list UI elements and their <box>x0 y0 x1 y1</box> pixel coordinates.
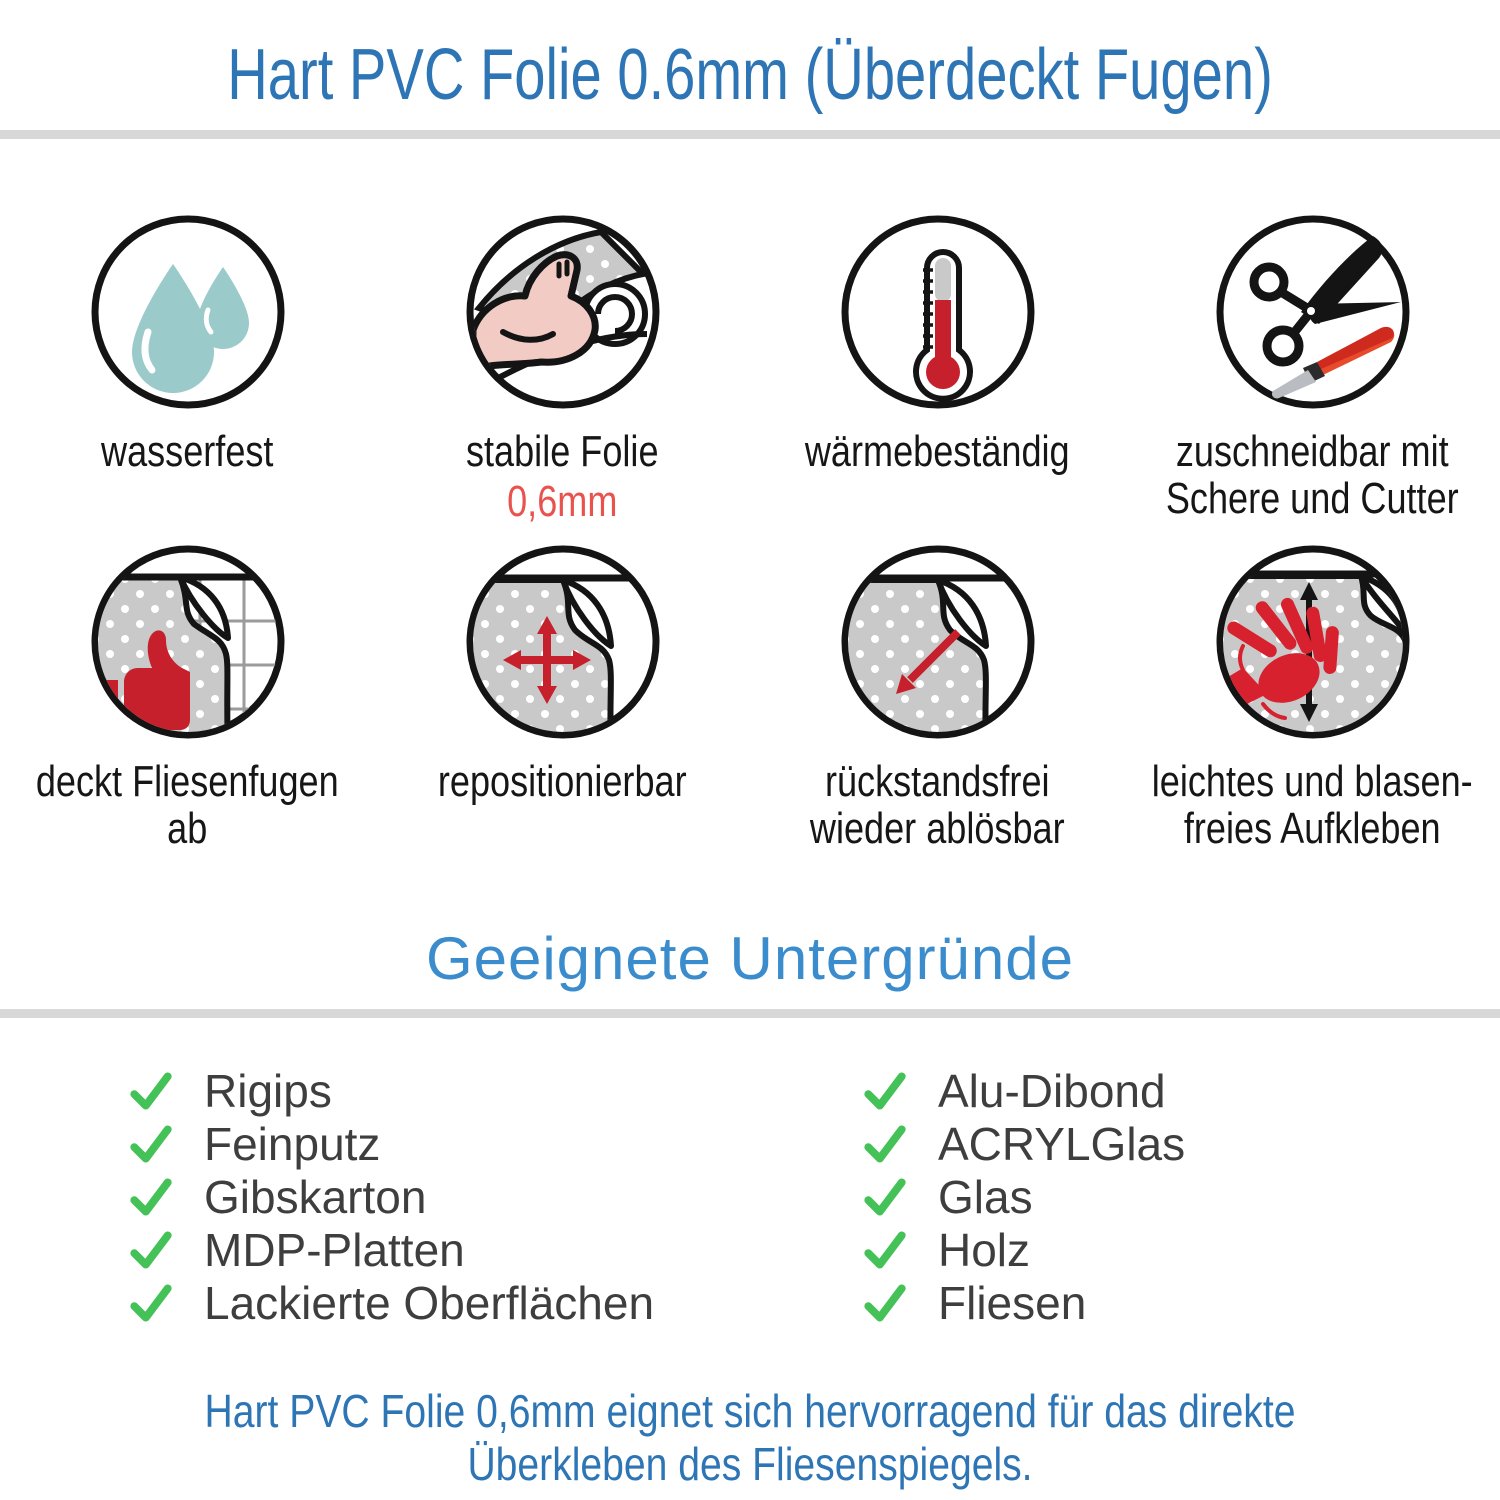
peel-off-arrow-icon <box>838 542 1038 742</box>
feature-label: stabile Folie <box>466 427 659 476</box>
feature-blasenfrei-aufkleben: leichtes und blasen- freies Aufkleben <box>1125 542 1500 855</box>
feature-rueckstandsfrei: rückstandsfrei wieder ablösbar <box>750 542 1125 855</box>
surface-item: ACRYLGlas <box>862 1117 1185 1170</box>
surface-item: Rigips <box>128 1064 654 1117</box>
surface-label: MDP-Platten <box>204 1223 465 1276</box>
surface-item: Gibskarton <box>128 1170 654 1223</box>
surface-label: Rigips <box>204 1064 332 1117</box>
reposition-move-arrows-icon <box>463 542 663 742</box>
surface-label: Glas <box>938 1170 1033 1223</box>
surface-label: Fliesen <box>938 1276 1087 1329</box>
surface-label: ACRYLGlas <box>938 1117 1186 1170</box>
check-icon <box>130 1177 172 1216</box>
feature-zuschneidbar: zuschneidbar mit Schere und Cutter <box>1125 139 1500 542</box>
tile-joint-thumbs-up-icon <box>88 542 288 742</box>
feature-label-line2: freies Aufkleben <box>1184 804 1441 853</box>
check-icon <box>864 1230 906 1269</box>
feature-deckt-fliesenfugen: deckt Fliesenfugen ab <box>0 542 375 855</box>
thermometer-icon <box>838 212 1038 412</box>
surface-item: Feinputz <box>128 1117 654 1170</box>
page-title: Hart PVC Folie 0.6mm (Überdeckt Fugen) <box>0 36 1500 114</box>
surfaces-column-left: Rigips Feinputz Gibskarton MDP-Platten L… <box>128 1064 654 1329</box>
feature-repositionierbar: repositionierbar <box>375 542 750 855</box>
check-icon <box>130 1283 172 1322</box>
feature-label: wärmebeständig <box>805 427 1070 476</box>
feature-label: zuschneidbar mit <box>1176 427 1449 476</box>
divider-bar-top <box>0 130 1500 139</box>
feature-label: repositionierbar <box>438 757 687 806</box>
section-heading: Geeignete Untergründe <box>425 925 1075 992</box>
check-icon <box>864 1071 906 1110</box>
check-icon <box>864 1177 906 1216</box>
surface-item: Alu-Dibond <box>862 1064 1185 1117</box>
feature-wasserfest: wasserfest <box>0 139 375 542</box>
check-icon <box>864 1124 906 1163</box>
footer-line-2: Überkleben des Fliesenspiegels. <box>467 1438 1033 1490</box>
surface-label: Alu-Dibond <box>938 1064 1166 1117</box>
surface-label: Feinputz <box>204 1117 381 1170</box>
surface-item: Fliesen <box>862 1276 1185 1329</box>
feature-stabile-folie: stabile Folie 0,6mm <box>375 139 750 542</box>
surfaces-column-right: Alu-Dibond ACRYLGlas Glas Holz Fliesen <box>862 1064 1185 1329</box>
feature-waermebestaendig: wärmebeständig <box>750 139 1125 542</box>
footer-line-1: Hart PVC Folie 0,6mm eignet sich hervorr… <box>204 1385 1296 1437</box>
feature-label-line2: Schere und Cutter <box>1166 474 1459 523</box>
feature-row-1: wasserfest st <box>0 139 1500 542</box>
feature-label-line2: wieder ablösbar <box>810 804 1065 853</box>
footer-note: Hart PVC Folie 0,6mm eignet sich hervorr… <box>0 1385 1500 1491</box>
check-icon <box>130 1071 172 1110</box>
feature-label: rückstandsfrei <box>825 757 1050 806</box>
check-icon <box>130 1124 172 1163</box>
water-drops-icon <box>88 212 288 412</box>
surface-label: Holz <box>938 1223 1031 1276</box>
feature-label: deckt Fliesenfugen ab <box>36 757 339 853</box>
page-title-text: Hart PVC Folie 0.6mm (Überdeckt Fugen) <box>227 35 1273 115</box>
check-icon <box>130 1230 172 1269</box>
feature-row-2: deckt Fliesenfugen ab <box>0 542 1500 855</box>
surface-label: Gibskarton <box>204 1170 427 1223</box>
muscle-arm-foil-roll-icon <box>463 212 663 412</box>
scissors-cutter-icon <box>1213 212 1413 412</box>
surface-item: MDP-Platten <box>128 1223 654 1276</box>
surface-item: Holz <box>862 1223 1185 1276</box>
surface-item: Glas <box>862 1170 1185 1223</box>
hand-smoothing-foil-icon <box>1213 542 1413 742</box>
surface-label: Lackierte Oberflächen <box>204 1276 655 1329</box>
feature-label: wasserfest <box>101 427 274 476</box>
check-icon <box>864 1283 906 1322</box>
feature-sublabel: 0,6mm <box>507 477 618 526</box>
surface-item: Lackierte Oberflächen <box>128 1276 654 1329</box>
feature-label: leichtes und blasen- <box>1152 757 1473 806</box>
feature-grid: wasserfest st <box>0 139 1500 855</box>
divider-bar-middle <box>0 1009 1500 1018</box>
